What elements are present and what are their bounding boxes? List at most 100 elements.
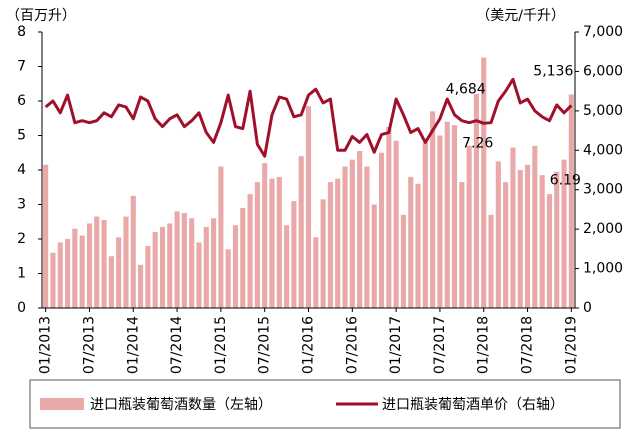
y-axis-label: （百万升） bbox=[6, 8, 76, 24]
y2-tick-label: 1,000 bbox=[583, 261, 623, 277]
bar bbox=[517, 170, 523, 308]
bar bbox=[430, 111, 436, 308]
bar bbox=[510, 147, 516, 308]
bar bbox=[342, 166, 348, 308]
bar bbox=[349, 159, 355, 308]
bar bbox=[57, 242, 63, 308]
bar bbox=[152, 232, 158, 308]
x-tick-label: 07/2014 bbox=[169, 316, 185, 374]
data-label: 6.19 bbox=[550, 172, 581, 188]
bar bbox=[524, 164, 531, 308]
bar bbox=[532, 145, 538, 308]
x-tick-label: 07/2015 bbox=[257, 316, 273, 374]
bar bbox=[400, 214, 406, 308]
bar bbox=[203, 226, 209, 308]
y2-tick-label: 7,000 bbox=[583, 24, 623, 40]
bar bbox=[371, 204, 377, 308]
bar bbox=[232, 225, 239, 308]
y-tick-label: 6 bbox=[17, 93, 26, 109]
bar bbox=[386, 126, 392, 308]
bar bbox=[335, 178, 341, 308]
bar bbox=[364, 166, 370, 308]
bar bbox=[291, 201, 297, 308]
bar bbox=[196, 242, 202, 308]
bar bbox=[408, 176, 414, 308]
bar bbox=[247, 194, 253, 308]
bar bbox=[561, 159, 567, 308]
bar bbox=[101, 220, 107, 308]
x-tick-label: 01/2014 bbox=[125, 316, 141, 374]
bar bbox=[174, 211, 180, 308]
bar bbox=[466, 145, 472, 308]
bar bbox=[378, 152, 385, 308]
x-tick-label: 07/2016 bbox=[344, 316, 360, 374]
bar bbox=[262, 163, 268, 308]
bar bbox=[86, 223, 93, 308]
bar bbox=[444, 121, 450, 308]
bar bbox=[320, 199, 326, 308]
data-label: 7.26 bbox=[462, 136, 493, 152]
x-tick-label: 01/2018 bbox=[476, 316, 492, 374]
bar bbox=[72, 228, 78, 308]
y-tick-label: 1 bbox=[17, 266, 26, 282]
bar bbox=[50, 252, 56, 308]
bar bbox=[284, 225, 290, 308]
x-tick-label: 01/2016 bbox=[301, 316, 317, 374]
y2-axis-label: （美元/千升） bbox=[476, 8, 565, 24]
bar bbox=[218, 166, 224, 308]
x-tick-label: 01/2015 bbox=[213, 316, 229, 374]
bar bbox=[437, 135, 443, 308]
bar bbox=[554, 171, 560, 308]
x-tick-label: 07/2018 bbox=[520, 316, 536, 374]
bar bbox=[211, 218, 217, 308]
y2-tick-label: 3,000 bbox=[583, 182, 623, 198]
bar bbox=[298, 156, 304, 308]
data-label: 4,684 bbox=[446, 81, 486, 97]
x-tick-label: 07/2017 bbox=[432, 316, 448, 374]
legend-label: 进口瓶装葡萄酒数量（左轴） bbox=[90, 397, 272, 413]
bar bbox=[546, 194, 553, 308]
bar bbox=[269, 178, 275, 308]
x-tick-label: 01/2019 bbox=[563, 316, 579, 374]
y2-tick-label: 6,000 bbox=[583, 63, 623, 79]
bar bbox=[393, 140, 399, 308]
bar bbox=[357, 151, 363, 308]
bar bbox=[181, 213, 187, 308]
bar bbox=[276, 176, 282, 308]
bar bbox=[481, 57, 487, 308]
y-tick-label: 8 bbox=[17, 24, 26, 40]
legend-label: 进口瓶装葡萄酒单价（右轴） bbox=[382, 397, 564, 413]
bar bbox=[116, 237, 122, 308]
y2-tick-label: 4,000 bbox=[583, 142, 623, 158]
bar bbox=[451, 125, 458, 309]
bar bbox=[313, 237, 319, 308]
y-tick-label: 7 bbox=[17, 59, 26, 75]
bar bbox=[159, 226, 166, 308]
bar bbox=[64, 239, 71, 308]
y2-tick-label: 2,000 bbox=[583, 221, 623, 237]
bar bbox=[94, 216, 100, 308]
y-tick-label: 0 bbox=[17, 300, 26, 316]
bar bbox=[539, 175, 545, 308]
bar bbox=[225, 249, 231, 308]
bar bbox=[415, 183, 421, 308]
bar bbox=[145, 245, 151, 308]
bar bbox=[79, 235, 85, 308]
x-tick-label: 07/2013 bbox=[81, 316, 97, 374]
x-tick-label: 01/2017 bbox=[388, 316, 404, 374]
bar bbox=[108, 256, 114, 308]
y-tick-label: 4 bbox=[17, 162, 26, 178]
y-tick-label: 2 bbox=[17, 231, 26, 247]
legend-box bbox=[29, 379, 621, 429]
bar bbox=[503, 182, 509, 308]
bar bbox=[240, 207, 246, 308]
bar bbox=[130, 195, 136, 308]
legend-swatch bbox=[40, 398, 84, 410]
bar bbox=[123, 216, 129, 308]
bar bbox=[138, 264, 144, 308]
bar bbox=[422, 142, 428, 308]
bar bbox=[568, 94, 574, 308]
x-tick-label: 01/2013 bbox=[38, 316, 54, 374]
y-tick-label: 3 bbox=[17, 197, 26, 213]
